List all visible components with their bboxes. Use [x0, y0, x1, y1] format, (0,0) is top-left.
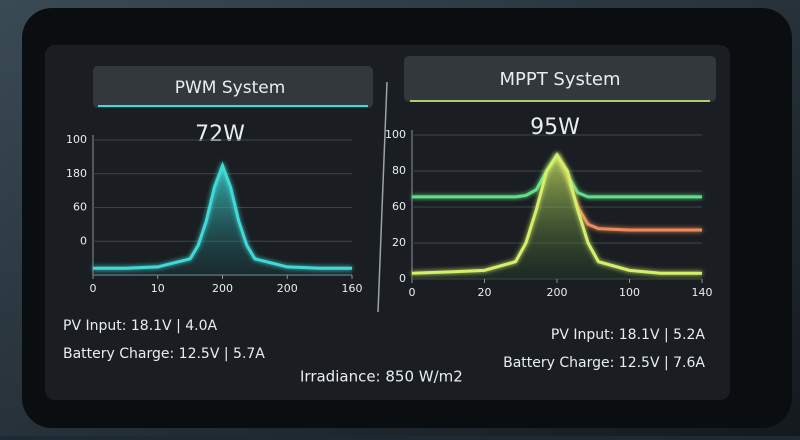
y-tick-label: 60 [73, 201, 87, 214]
x-tick-label: 140 [692, 286, 713, 299]
x-tick-label: 10 [151, 282, 165, 295]
status-text: PV Input: 18.1V | 5.2A [551, 327, 706, 343]
annotation: 72W [195, 122, 245, 147]
y-tick-label: 100 [66, 133, 87, 146]
divider [377, 81, 388, 313]
status-text: PV Input: 18.1V | 4.0A [63, 318, 218, 334]
header-box [93, 66, 373, 108]
area [93, 165, 352, 275]
x-tick-label: 0 [90, 282, 97, 295]
y-tick-label: 60 [392, 200, 406, 213]
y-tick-label: 0 [80, 234, 87, 247]
chart-title: MPPT System [499, 69, 620, 90]
y-tick-label: 20 [392, 236, 406, 249]
line [93, 161, 352, 270]
y-tick-label: 80 [392, 164, 406, 177]
x-tick-label: 20 [478, 286, 492, 299]
y-tick-label: 100 [385, 128, 406, 141]
header-box [404, 56, 716, 102]
y-tick-label: 180 [66, 167, 87, 180]
x-tick-label: 0 [409, 286, 416, 299]
footer: Irradiance: 850 W/m2 [300, 368, 463, 386]
line [411, 152, 702, 275]
y-tick-label: 0 [399, 272, 406, 285]
chart-title: PWM System [175, 78, 286, 98]
area [412, 155, 702, 279]
x-tick-label: 100 [619, 286, 640, 299]
x-tick-label: 160 [342, 282, 363, 295]
x-tick-label: 200 [212, 282, 233, 295]
display [45, 45, 730, 400]
x-tick-label: 200 [277, 282, 298, 295]
x-tick-label: 200 [547, 286, 568, 299]
status-text: Battery Charge: 12.5V | 7.6A [503, 355, 705, 371]
annotation: 95W [530, 115, 580, 140]
status-text: Battery Charge: 12.5V | 5.7A [63, 346, 265, 362]
